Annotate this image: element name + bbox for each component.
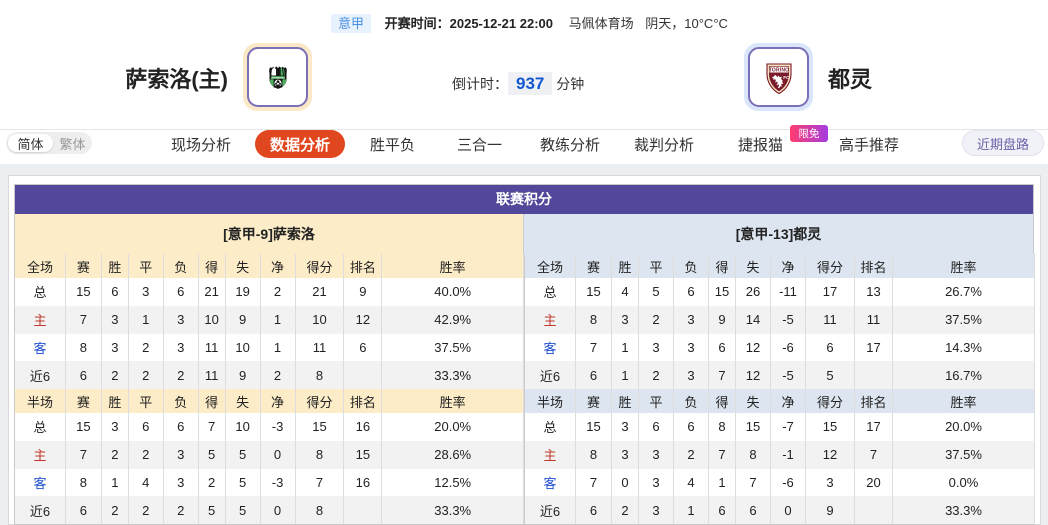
svg-text:TORINO: TORINO	[768, 68, 789, 74]
svg-text:FC: FC	[783, 75, 790, 80]
svg-text:US SASSUOLO: US SASSUOLO	[270, 76, 285, 79]
